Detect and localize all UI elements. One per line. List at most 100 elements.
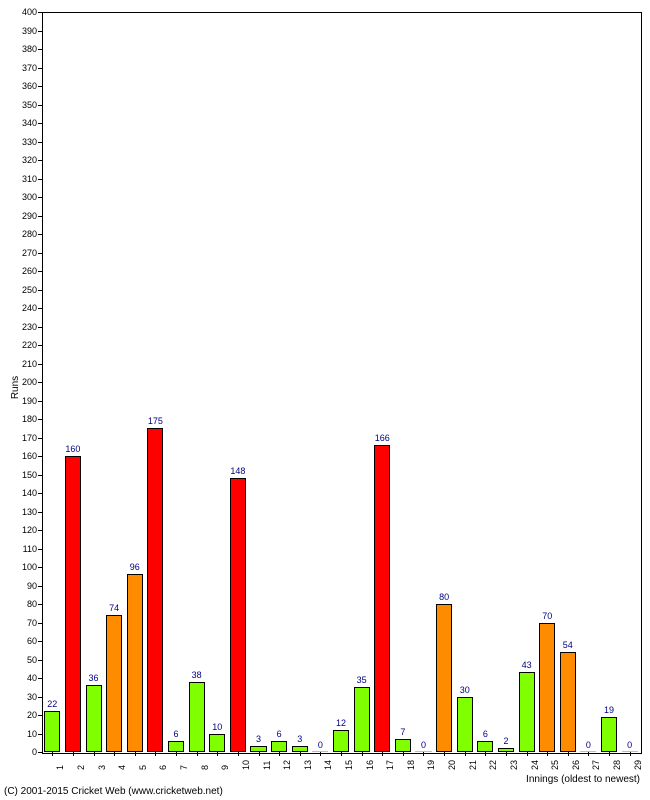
- bar: [209, 734, 225, 753]
- bar-value-label: 19: [598, 705, 620, 715]
- bar-value-label: 3: [248, 734, 270, 744]
- bar-value-label: 148: [227, 466, 249, 476]
- bar: [457, 697, 473, 753]
- x-tick-label: 12: [282, 760, 292, 770]
- x-tick: [94, 752, 95, 756]
- bar-value-label: 0: [577, 740, 599, 750]
- x-tick-label: 15: [344, 760, 354, 770]
- bar-value-label: 35: [351, 675, 373, 685]
- x-tick: [259, 752, 260, 756]
- y-tick-label: 390: [12, 26, 37, 36]
- y-tick-label: 70: [12, 618, 37, 628]
- y-tick-label: 210: [12, 359, 37, 369]
- x-tick-label: 2: [76, 765, 86, 770]
- x-tick-label: 21: [468, 760, 478, 770]
- x-tick: [465, 752, 466, 756]
- x-tick-label: 1: [55, 765, 65, 770]
- bar-value-label: 10: [206, 722, 228, 732]
- x-tick-label: 27: [591, 760, 601, 770]
- y-tick: [38, 419, 42, 420]
- bar: [168, 741, 184, 752]
- y-tick-label: 20: [12, 710, 37, 720]
- bar-value-label: 54: [557, 640, 579, 650]
- x-tick-label: 25: [550, 760, 560, 770]
- y-tick-label: 100: [12, 562, 37, 572]
- x-tick-label: 18: [406, 760, 416, 770]
- y-tick: [38, 530, 42, 531]
- bar: [477, 741, 493, 752]
- bar: [65, 456, 81, 752]
- y-tick-label: 230: [12, 322, 37, 332]
- x-tick: [114, 752, 115, 756]
- y-tick-label: 150: [12, 470, 37, 480]
- bar: [127, 574, 143, 752]
- bar-value-label: 0: [309, 740, 331, 750]
- y-tick-label: 350: [12, 100, 37, 110]
- x-tick-label: 24: [530, 760, 540, 770]
- y-tick-label: 30: [12, 692, 37, 702]
- y-tick: [38, 678, 42, 679]
- bar: [374, 445, 390, 752]
- y-tick: [38, 12, 42, 13]
- bar-value-label: 6: [474, 729, 496, 739]
- bar: [189, 682, 205, 752]
- y-tick: [38, 438, 42, 439]
- bar-value-label: 70: [536, 611, 558, 621]
- y-tick-label: 220: [12, 340, 37, 350]
- x-tick: [382, 752, 383, 756]
- y-tick: [38, 345, 42, 346]
- y-tick-label: 340: [12, 118, 37, 128]
- y-tick: [38, 697, 42, 698]
- chart-container: Runs Innings (oldest to newest) 01020304…: [0, 0, 650, 800]
- bar-value-label: 30: [454, 685, 476, 695]
- bar: [560, 652, 576, 752]
- y-tick-label: 0: [12, 747, 37, 757]
- bar-value-label: 7: [392, 727, 414, 737]
- x-tick-label: 10: [241, 760, 251, 770]
- y-tick: [38, 715, 42, 716]
- x-tick: [176, 752, 177, 756]
- y-tick: [38, 86, 42, 87]
- x-tick: [320, 752, 321, 756]
- x-tick: [609, 752, 610, 756]
- y-tick-label: 260: [12, 266, 37, 276]
- bar: [147, 428, 163, 752]
- x-tick: [135, 752, 136, 756]
- x-tick: [547, 752, 548, 756]
- y-tick: [38, 160, 42, 161]
- bar-value-label: 0: [412, 740, 434, 750]
- y-tick-label: 110: [12, 544, 37, 554]
- x-tick: [527, 752, 528, 756]
- x-tick: [568, 752, 569, 756]
- y-tick: [38, 179, 42, 180]
- y-tick-label: 270: [12, 248, 37, 258]
- bar-value-label: 2: [495, 736, 517, 746]
- x-tick-label: 14: [323, 760, 333, 770]
- y-tick: [38, 586, 42, 587]
- y-tick-label: 140: [12, 488, 37, 498]
- y-tick: [38, 123, 42, 124]
- y-tick: [38, 142, 42, 143]
- x-tick-label: 29: [633, 760, 643, 770]
- bar: [415, 751, 431, 752]
- x-tick-label: 16: [365, 760, 375, 770]
- x-tick-label: 3: [97, 765, 107, 770]
- bar: [230, 478, 246, 752]
- y-tick-label: 310: [12, 174, 37, 184]
- y-tick: [38, 752, 42, 753]
- y-tick-label: 360: [12, 81, 37, 91]
- x-tick: [197, 752, 198, 756]
- x-tick-label: 13: [303, 760, 313, 770]
- x-tick: [238, 752, 239, 756]
- y-tick-label: 300: [12, 192, 37, 202]
- x-tick: [300, 752, 301, 756]
- x-tick: [155, 752, 156, 756]
- x-tick: [630, 752, 631, 756]
- y-tick: [38, 604, 42, 605]
- y-tick-label: 370: [12, 63, 37, 73]
- bar: [601, 717, 617, 752]
- x-tick-label: 5: [138, 765, 148, 770]
- y-tick-label: 250: [12, 285, 37, 295]
- y-tick: [38, 512, 42, 513]
- y-tick-label: 50: [12, 655, 37, 665]
